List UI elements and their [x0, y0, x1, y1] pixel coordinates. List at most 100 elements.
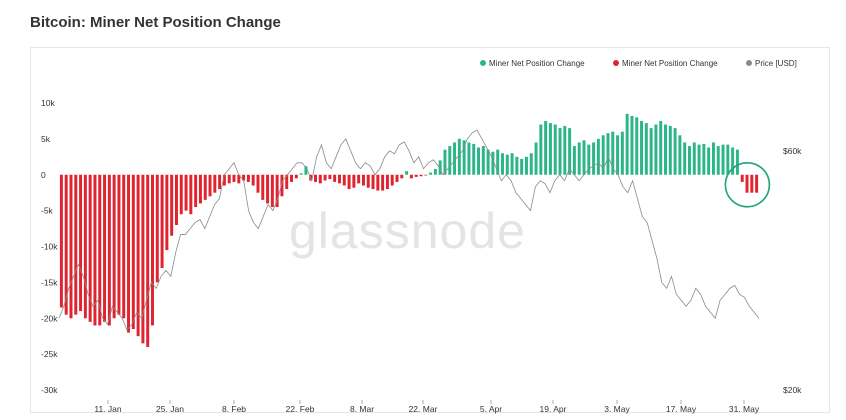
legend-label: Miner Net Position Change — [489, 59, 585, 68]
bar — [280, 174, 284, 197]
bar — [582, 140, 586, 175]
bar — [544, 120, 548, 175]
bar — [194, 174, 198, 208]
bar — [721, 144, 725, 175]
bar — [563, 125, 567, 175]
bar — [611, 131, 615, 175]
bar — [510, 153, 514, 175]
bar — [299, 173, 303, 175]
highlight-circle — [724, 162, 771, 208]
bar — [649, 128, 653, 175]
bar — [83, 174, 87, 319]
bar — [443, 149, 447, 175]
bar — [716, 146, 720, 175]
bar — [644, 123, 648, 175]
bar — [155, 174, 159, 283]
bar — [424, 174, 428, 176]
bar — [601, 135, 605, 175]
bar — [127, 174, 130, 333]
bar — [361, 174, 365, 186]
bar — [261, 174, 265, 200]
bar — [692, 142, 696, 175]
bar — [218, 174, 222, 190]
bar — [103, 174, 107, 322]
y-tick-label: 5k — [41, 134, 51, 144]
watermark: glassnode — [289, 203, 526, 259]
chart-panel: glassnode Miner Net Position Change Miner… — [30, 47, 830, 414]
legend-label: Miner Net Position Change — [622, 59, 718, 68]
y-right-tick-label: $60k — [783, 146, 802, 156]
x-tick-label: 22. Feb — [286, 404, 315, 414]
bar — [251, 174, 255, 186]
bar — [323, 174, 327, 181]
bar — [620, 131, 624, 175]
bar — [587, 144, 591, 175]
bar — [141, 174, 145, 344]
bar — [524, 156, 528, 175]
bar — [462, 140, 466, 175]
bar — [184, 174, 188, 211]
x-tick-label: 25. Jan — [156, 404, 184, 414]
bar — [74, 174, 78, 315]
bar — [501, 153, 504, 175]
bar — [314, 174, 317, 182]
bar — [400, 174, 404, 179]
bar — [165, 174, 169, 251]
bar — [290, 174, 294, 182]
bar — [337, 174, 341, 184]
bar — [294, 174, 298, 179]
bar — [687, 146, 691, 175]
x-tick-label: 11. Jan — [94, 404, 122, 414]
bar — [131, 174, 135, 330]
bar — [548, 123, 552, 175]
bar — [606, 133, 610, 175]
x-tick-label: 17. May — [666, 404, 697, 414]
bar — [755, 174, 759, 193]
bar — [697, 144, 701, 175]
bar — [390, 174, 394, 186]
bar — [242, 174, 246, 181]
bar — [88, 174, 92, 322]
bar — [429, 172, 433, 175]
bar — [203, 174, 207, 200]
bar — [366, 174, 370, 188]
bar — [616, 135, 620, 175]
chart-title: Bitcoin: Miner Net Position Change — [30, 14, 281, 31]
bar — [640, 120, 644, 175]
bar — [472, 143, 476, 175]
bar — [270, 174, 274, 208]
chart-svg: glassnode Miner Net Position Change Miner… — [41, 59, 802, 414]
bar — [515, 156, 519, 175]
bar — [285, 174, 289, 190]
legend-swatch — [480, 60, 486, 66]
bar — [122, 174, 126, 319]
bar — [256, 174, 260, 193]
bar — [170, 174, 174, 236]
x-tick-label: 19. Apr — [540, 404, 567, 414]
bar — [151, 174, 154, 326]
bar — [69, 174, 73, 319]
bar — [735, 149, 739, 175]
bar — [520, 158, 524, 175]
bar — [683, 142, 687, 175]
bar — [304, 166, 308, 175]
x-tick-label: 3. May — [604, 404, 630, 414]
y-tick-label: -25k — [41, 349, 58, 359]
y-tick-label: -20k — [41, 313, 58, 323]
bar — [453, 142, 457, 175]
bar — [491, 151, 495, 175]
bar — [318, 174, 322, 184]
bar — [227, 174, 231, 184]
bar — [568, 128, 572, 175]
bar — [673, 128, 677, 175]
bar — [625, 113, 629, 175]
bar — [635, 117, 639, 175]
bar — [539, 124, 543, 175]
bar — [505, 154, 509, 175]
bar — [659, 120, 663, 175]
bar — [179, 174, 183, 215]
bar — [347, 174, 351, 190]
legend-swatch — [746, 60, 752, 66]
y-tick-label: -10k — [41, 242, 58, 252]
bar — [395, 174, 399, 182]
